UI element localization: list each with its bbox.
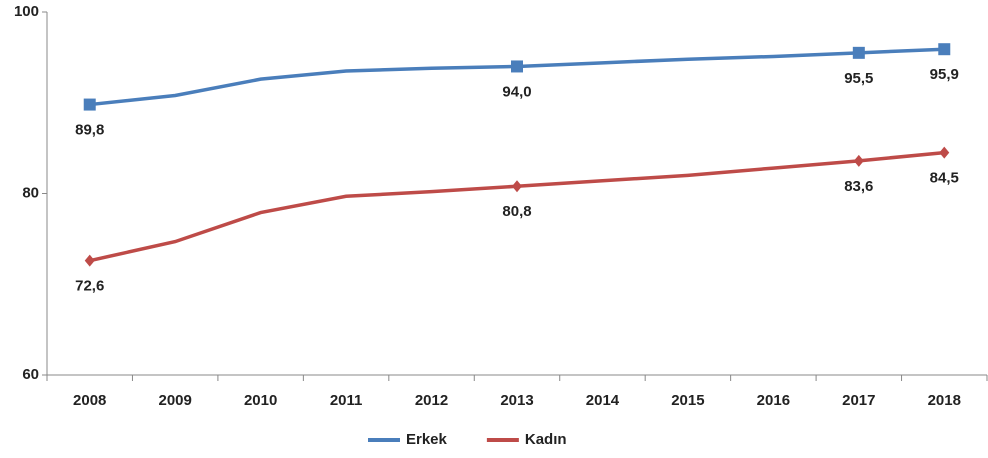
marker — [83, 98, 96, 111]
x-tick-label: 2012 — [415, 392, 448, 409]
x-tick-label: 2018 — [928, 392, 961, 409]
marker — [852, 46, 865, 59]
data-label: 95,5 — [844, 70, 873, 87]
marker — [938, 43, 951, 56]
x-tick-label: 2013 — [500, 392, 533, 409]
legend-label: Kadın — [525, 431, 567, 448]
marker — [512, 180, 522, 193]
data-label: 94,0 — [502, 83, 531, 100]
x-tick-label: 2008 — [73, 392, 106, 409]
x-tick-label: 2009 — [158, 392, 191, 409]
y-tick-label: 60 — [22, 366, 39, 383]
x-tick-label: 2010 — [244, 392, 277, 409]
y-tick-label: 100 — [14, 3, 39, 20]
data-label: 89,8 — [75, 122, 104, 139]
marker — [84, 254, 95, 267]
marker — [511, 60, 523, 73]
data-label: 95,9 — [930, 66, 959, 83]
data-label: 84,5 — [930, 170, 959, 187]
data-label: 72,6 — [75, 278, 104, 295]
x-tick-label: 2016 — [757, 392, 790, 409]
marker — [939, 146, 950, 159]
x-tick-label: 2014 — [586, 392, 620, 409]
x-tick-label: 2015 — [671, 392, 704, 409]
y-tick-label: 80 — [22, 184, 39, 201]
x-tick-label: 2017 — [842, 392, 875, 409]
legend-label: Erkek — [406, 431, 448, 448]
marker — [853, 154, 864, 167]
data-label: 83,6 — [844, 178, 873, 195]
x-tick-label: 2011 — [330, 392, 363, 409]
data-label: 80,8 — [502, 203, 531, 220]
